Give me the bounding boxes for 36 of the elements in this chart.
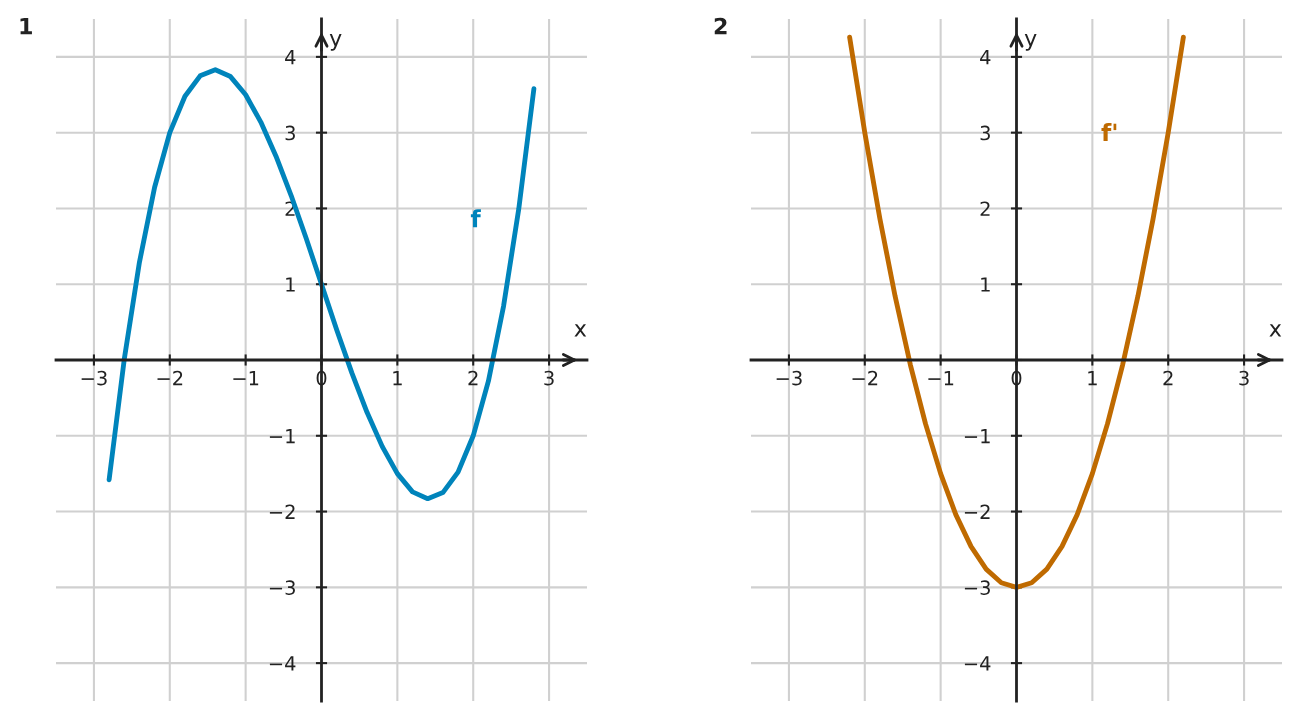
y-axis-title: y: [329, 33, 342, 51]
y-tick-label: −1: [269, 428, 295, 444]
y-tick-label: 3: [285, 125, 295, 141]
x-axis-title: x: [574, 324, 587, 337]
x-tick-label: 1: [1088, 371, 1097, 386]
y-tick-label: −2: [964, 504, 990, 519]
y-tick-label: −3: [269, 580, 295, 595]
x-tick-label: −3: [81, 370, 107, 386]
x-tick-label: 1: [393, 371, 402, 386]
y-tick-label: 1: [981, 277, 990, 292]
y-tick-label: −1: [964, 428, 990, 444]
y-tick-label: 2: [980, 201, 990, 216]
x-tick-label: −1: [928, 371, 954, 386]
x-tick-label: 3: [1239, 370, 1249, 386]
x-tick-label: −3: [776, 370, 802, 386]
x-tick-label: 2: [1163, 370, 1173, 386]
text: f': [1101, 122, 1117, 141]
x-tick-label: 3: [544, 370, 554, 386]
chart-title: 1: [20, 17, 32, 35]
y-tick-label: 1: [286, 277, 295, 292]
y-axis-title: y: [1024, 33, 1037, 51]
y-tick-label: −4: [269, 656, 296, 671]
y-tick-label: −2: [269, 504, 295, 519]
line-series: [106, 67, 537, 502]
y-tick-label: −4: [964, 656, 991, 671]
x-tick-label: 2: [468, 370, 478, 386]
series-label: f: [470, 209, 481, 228]
y-tick-label: 3: [980, 125, 990, 141]
x-tick-label: −2: [157, 370, 183, 386]
y-tick-label: 4: [980, 50, 991, 65]
y-tick-label: −3: [964, 580, 990, 595]
y-tick-label: 4: [285, 50, 296, 65]
x-axis-title: x: [1269, 324, 1282, 337]
x-tick-label: −2: [852, 370, 878, 386]
chart-title: 2: [714, 17, 727, 35]
x-tick-label: −1: [233, 371, 259, 386]
